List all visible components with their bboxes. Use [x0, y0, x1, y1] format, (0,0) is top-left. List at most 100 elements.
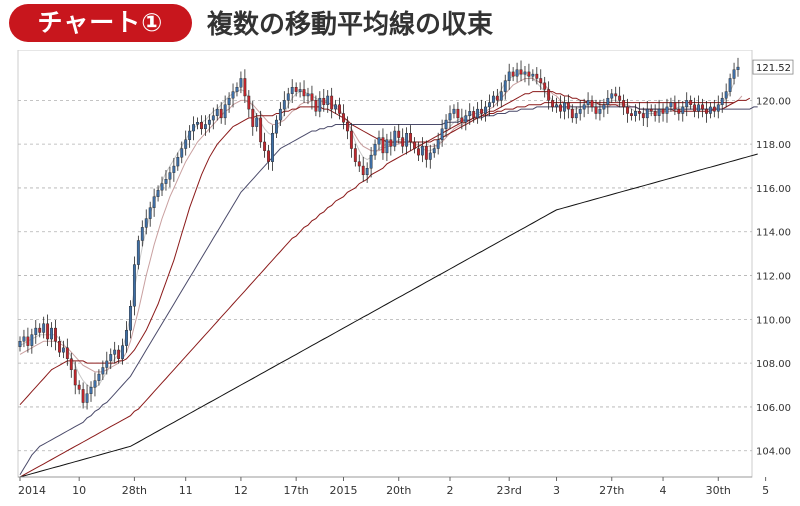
- candle-body: [535, 73, 539, 79]
- candle-body: [77, 384, 81, 390]
- candle-body: [602, 104, 606, 110]
- candle-body: [507, 71, 511, 81]
- candle-body: [551, 100, 555, 108]
- x-tick-label: 5: [762, 484, 769, 497]
- candle-body: [582, 104, 586, 110]
- candle-body: [81, 389, 85, 403]
- candle-body: [409, 133, 412, 143]
- candle-body: [361, 165, 365, 176]
- candle-body: [484, 106, 487, 114]
- candle-body: [54, 327, 57, 342]
- candle-body: [527, 71, 531, 77]
- candle-body: [488, 102, 491, 108]
- candle-body: [168, 172, 172, 180]
- candle-body: [353, 148, 357, 162]
- candle-body: [61, 347, 65, 353]
- candle-body: [184, 139, 188, 149]
- candle-body: [152, 196, 156, 208]
- candle-body: [140, 227, 144, 241]
- candle-body: [192, 124, 196, 132]
- candle-body: [203, 124, 207, 130]
- last-price-box: [752, 59, 794, 75]
- candle-body: [531, 73, 535, 77]
- candle-body: [622, 100, 626, 108]
- y-axis: 104.00 106.00 108.00 110.00 112.00 114.00 116.…: [752, 59, 794, 458]
- candle-body: [22, 336, 26, 342]
- x-tick-label: 30th: [706, 484, 731, 497]
- candle-body: [653, 111, 657, 116]
- x-tick-label: 4: [660, 484, 667, 497]
- y-tick-label: 118.00: [756, 140, 791, 151]
- candle-body: [377, 137, 381, 145]
- candle-body: [38, 327, 42, 333]
- candle-body: [720, 97, 724, 105]
- candle-body: [113, 349, 117, 355]
- candle-body: [665, 106, 669, 114]
- page-title: 複数の移動平均線の収束: [207, 10, 494, 40]
- candle-body: [736, 66, 740, 70]
- candle-body: [708, 106, 712, 114]
- candle-body: [705, 108, 708, 114]
- candle-body: [503, 80, 507, 92]
- candle-body: [357, 161, 361, 167]
- candle-body: [401, 137, 405, 147]
- candle-body: [219, 108, 223, 119]
- candle-body: [413, 141, 416, 149]
- candle-body: [117, 349, 121, 359]
- y-tick-label: 112.00: [756, 272, 791, 283]
- candle-body: [586, 100, 590, 105]
- candle-body: [286, 93, 290, 101]
- candle-body: [144, 218, 148, 228]
- x-tick-label: 12: [234, 484, 248, 497]
- chart: 104.00 106.00 108.00 110.00 112.00 114.00 116.…: [0, 49, 800, 502]
- candle-body: [511, 71, 515, 77]
- candle-body: [97, 373, 101, 381]
- candles: [18, 57, 740, 410]
- candle-body: [393, 130, 397, 147]
- candle-body: [46, 323, 50, 340]
- candle-body: [405, 133, 409, 147]
- candle-body: [156, 189, 160, 197]
- candle-body: [432, 148, 436, 154]
- candle-body: [211, 115, 215, 121]
- candle-body: [637, 111, 641, 114]
- candle-body: [681, 106, 685, 114]
- candle-body: [693, 104, 697, 112]
- candle-body: [125, 330, 128, 346]
- candle-body: [701, 104, 704, 110]
- candle-body: [69, 358, 73, 370]
- candle-body: [271, 133, 274, 162]
- candle-body: [618, 95, 622, 101]
- candle-body: [716, 104, 720, 112]
- candle-body: [649, 108, 653, 112]
- candle-body: [712, 106, 716, 112]
- candle-body: [685, 100, 689, 108]
- candle-body: [164, 178, 168, 184]
- candle-body: [566, 102, 570, 110]
- candle-body: [365, 168, 369, 176]
- y-tick-label: 108.00: [756, 359, 791, 370]
- candle-body: [322, 97, 326, 105]
- candle-body: [724, 91, 728, 99]
- candle-body: [417, 148, 420, 156]
- candle-body: [73, 369, 77, 386]
- candle-body: [239, 78, 243, 88]
- candle-body: [626, 106, 629, 114]
- candle-body: [290, 87, 294, 94]
- candle-body: [578, 108, 582, 114]
- candle-body: [547, 89, 551, 101]
- candle-body: [18, 341, 22, 347]
- x-tick-label: 2015: [329, 484, 357, 497]
- candle-body: [235, 87, 239, 92]
- candle-body: [231, 91, 235, 99]
- candle-body: [594, 106, 598, 114]
- candle-body: [472, 111, 476, 119]
- x-tick-label: 20th: [386, 484, 411, 497]
- candle-body: [243, 78, 247, 97]
- moving-averages: [19, 73, 758, 478]
- candle-body: [468, 111, 472, 116]
- chart-svg: 104.00 106.00 108.00 110.00 112.00 114.00 116.…: [17, 49, 794, 497]
- candle-body: [641, 113, 645, 119]
- candle-body: [590, 100, 594, 108]
- moving-average-line: [19, 97, 751, 478]
